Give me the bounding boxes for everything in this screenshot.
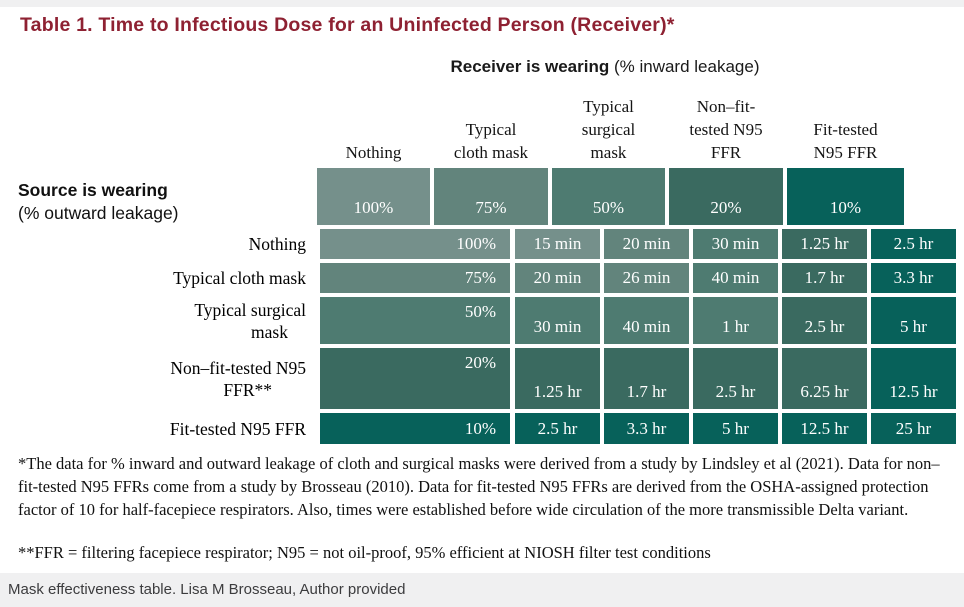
row-label-surgical-mask: Typical surgical mask	[10, 297, 306, 344]
source-leakage-cell: 100%	[320, 229, 510, 259]
table-cell: 30 min	[515, 297, 600, 344]
table-cell: 40 min	[693, 263, 778, 293]
table-cell: 3.3 hr	[604, 413, 689, 444]
column-header-line: N95 FFR	[813, 143, 878, 162]
column-header-surgical-mask: Typical surgical mask	[552, 86, 665, 164]
source-leakage-cell: 50%	[320, 297, 510, 344]
table-cell: 1.7 hr	[782, 263, 867, 293]
receiver-leakage-cell: 75%	[434, 168, 548, 225]
table-cell: 1 hr	[693, 297, 778, 344]
row-label-line: Typical surgical	[194, 299, 306, 320]
source-header-bold: Source is wearing	[18, 180, 168, 200]
receiver-leakage-cell: 20%	[669, 168, 783, 225]
table-cell: 1.25 hr	[515, 348, 600, 409]
table-cell: 2.5 hr	[782, 297, 867, 344]
table-cell: 30 min	[693, 229, 778, 259]
row-label-line: Non–fit-tested N95	[170, 357, 306, 378]
table-cell: 1.7 hr	[604, 348, 689, 409]
footnote-ffr-definition: **FFR = filtering facepiece respirator; …	[18, 543, 711, 562]
caption-strip	[0, 573, 964, 607]
column-header-line: Nothing	[345, 143, 402, 162]
table-cell: 6.25 hr	[782, 348, 867, 409]
row-label-cloth-mask: Typical cloth mask	[10, 263, 306, 293]
table-cell: 5 hr	[871, 297, 956, 344]
receiver-leakage-cell: 100%	[317, 168, 430, 225]
column-header-line: Non–fit-	[696, 97, 756, 116]
receiver-leakage-cell: 50%	[552, 168, 665, 225]
column-header-line: surgical	[581, 120, 636, 139]
column-header-nonfit-n95: Non–fit- tested N95 FFR	[669, 86, 783, 164]
table-cell: 40 min	[604, 297, 689, 344]
column-header-fit-n95: Fit-tested N95 FFR	[787, 86, 904, 164]
source-leakage-cell: 20%	[320, 348, 510, 409]
table-cell: 12.5 hr	[871, 348, 956, 409]
receiver-header-bold: Receiver is wearing	[450, 57, 610, 76]
receiver-header-normal: (% inward leakage)	[609, 57, 760, 76]
row-label-line: Fit-tested N95 FFR	[169, 418, 306, 439]
column-header-line: Typical	[465, 120, 517, 139]
row-label-line: Typical cloth mask	[173, 268, 306, 288]
source-leakage-cell: 10%	[320, 413, 510, 444]
table-title: Table 1. Time to Infectious Dose for an …	[20, 14, 675, 36]
table-cell: 15 min	[515, 229, 600, 259]
column-header-line: Fit-tested	[813, 120, 878, 139]
column-header-nothing: Nothing	[317, 86, 430, 164]
image-caption: Mask effectiveness table. Lisa M Brossea…	[8, 581, 406, 598]
table-cell: 3.3 hr	[871, 263, 956, 293]
source-group-header: Source is wearing (% outward leakage)	[18, 179, 179, 225]
table-cell: 25 hr	[871, 413, 956, 444]
column-header-cloth-mask: Typical cloth mask	[434, 86, 548, 164]
row-label-fit-n95: Fit-tested N95 FFR	[10, 413, 306, 444]
table-cell: 5 hr	[693, 413, 778, 444]
row-label-line: mask	[251, 321, 288, 342]
column-header-line: mask	[590, 143, 627, 162]
table-cell: 20 min	[604, 229, 689, 259]
column-header-line: Typical	[583, 97, 634, 116]
table-cell: 12.5 hr	[782, 413, 867, 444]
row-label-line: FFR**	[223, 379, 272, 400]
table-cell: 1.25 hr	[782, 229, 867, 259]
receiver-group-header: Receiver is wearing (% inward leakage)	[300, 57, 910, 77]
table-cell: 2.5 hr	[871, 229, 956, 259]
column-header-line: FFR	[710, 143, 742, 162]
row-label-nothing: Nothing	[10, 229, 306, 259]
column-header-line: cloth mask	[453, 143, 529, 162]
row-label-nonfit-n95: Non–fit-tested N95 FFR**	[10, 348, 306, 409]
table-cell: 26 min	[604, 263, 689, 293]
source-header-normal: (% outward leakage)	[18, 203, 179, 223]
table-cell: 2.5 hr	[515, 413, 600, 444]
column-header-line: tested N95	[689, 120, 763, 139]
table-cell: 2.5 hr	[693, 348, 778, 409]
row-label-line: Nothing	[248, 234, 306, 254]
footnote-sources: *The data for % inward and outward leaka…	[18, 454, 940, 519]
table-cell: 20 min	[515, 263, 600, 293]
receiver-leakage-cell: 10%	[787, 168, 904, 225]
source-leakage-cell: 75%	[320, 263, 510, 293]
